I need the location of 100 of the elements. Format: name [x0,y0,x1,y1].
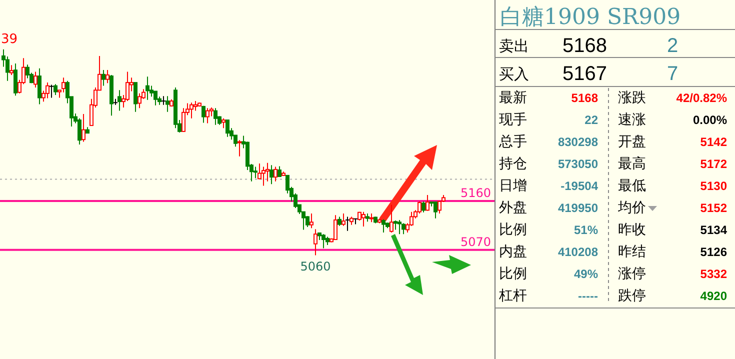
candlestick [382,218,386,233]
text: 日增 [499,178,527,194]
text: 比例 [499,222,527,238]
text: 卖出 [499,37,529,55]
text: -19504 [560,179,598,193]
text: 5168 [571,91,598,105]
text: 5134 [700,223,728,237]
candlestick [202,105,206,124]
text: ----- [578,289,598,303]
candlestick [274,166,278,182]
text: 5172 [700,157,728,171]
candlestick [82,114,86,142]
candlestick [342,212,346,226]
candlestick [314,228,318,256]
candlestick [306,216,310,228]
candlestick [34,71,38,88]
candlestick [161,96,166,106]
text: 42/0.82% [676,91,728,105]
text: 杠杆 [498,288,527,304]
text: 比例 [499,266,527,282]
text: 持仓 [499,156,527,172]
candlestick [338,216,342,226]
candlestick [118,90,122,112]
candlestick [226,120,230,138]
text: 22 [584,113,598,127]
text: 最高 [618,156,646,172]
text: 涨停 [618,266,646,282]
text: 51% [574,223,598,237]
candlestick [266,162,270,182]
candlestick [362,211,366,227]
text: 5152 [700,201,728,215]
candlestick [194,100,198,112]
text: 涨跌 [618,90,646,106]
candlestick [10,64,14,76]
candlestick [134,82,138,112]
text: 买入 [499,65,529,83]
text: 内盘 [499,244,527,260]
text: 5332 [700,267,728,281]
text: 419950 [558,201,598,215]
text: 最新 [499,90,527,106]
candlestick [390,204,394,233]
text: 最低 [618,178,646,194]
text: 白糖1909 SR909 [500,5,681,30]
candlestick [62,77,66,93]
candlestick [166,96,170,112]
candlestick [46,82,50,99]
text: 均价 [617,200,646,216]
text: 7 [667,63,678,85]
candlestick [262,166,266,186]
candlestick [49,84,54,98]
candlestick [54,84,58,96]
candlestick [402,222,406,235]
candlestick [426,194,430,212]
candlestick [322,234,326,249]
candlestick [138,92,142,109]
candlestick [190,102,194,119]
text: 0.00% [692,113,728,127]
ref-line-label: 5160 [460,186,491,200]
text: 现手 [499,112,527,128]
candlestick [14,63,18,96]
text: 速涨 [618,112,646,128]
text: 5168 [562,35,607,57]
text: 外盘 [499,200,527,216]
candlestick [26,64,30,79]
text: 开盘 [618,134,646,150]
candlestick [106,70,110,84]
annotation: 39 [1,32,18,47]
text: 昨结 [618,244,646,260]
text: 5126 [700,245,728,259]
text: 昨收 [618,222,646,238]
candlestick [394,220,398,230]
candlestick [146,76,150,100]
ref-line-label: 5070 [460,234,491,249]
text: 2 [667,35,678,57]
candlestick [334,214,338,241]
annotation: 5060 [300,259,331,274]
candlestick [102,70,106,86]
text: 5142 [700,135,728,149]
candlestick [38,68,42,105]
candlestick [422,200,426,213]
text: 573050 [558,157,598,171]
text: 5167 [562,63,607,85]
candlestick [254,166,258,179]
text: 4920 [700,289,728,303]
text: 830298 [558,135,598,149]
candlestick [78,118,82,145]
candlestick [434,200,438,219]
candlestick [206,108,210,124]
text: 总手 [498,134,527,150]
candlestick [222,118,226,129]
text: 49% [574,267,598,281]
candlestick [270,164,274,185]
candlestick [214,108,218,126]
candlestick [345,216,350,232]
text: 5130 [700,179,728,193]
candlestick [310,212,314,229]
text: 410208 [558,245,598,259]
candlestick [398,219,402,235]
candlestick [238,140,242,157]
text: 跌停 [618,288,646,304]
